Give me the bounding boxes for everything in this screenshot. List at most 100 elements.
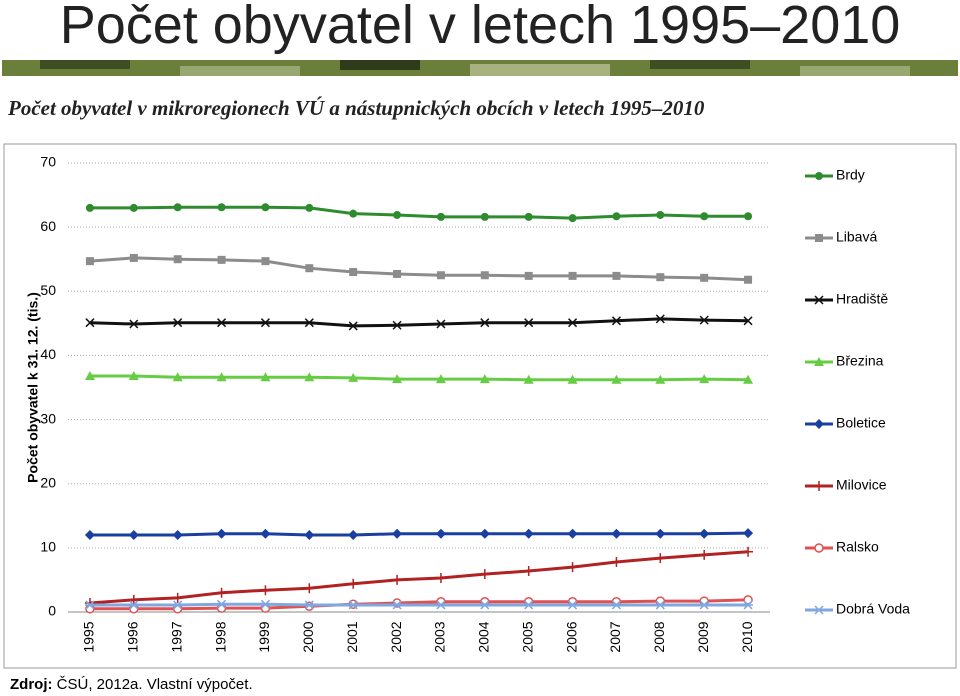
chart-frame (3, 143, 957, 669)
marker (814, 419, 824, 429)
marker (392, 600, 403, 610)
marker (744, 275, 753, 284)
marker (523, 565, 534, 576)
marker (128, 600, 139, 610)
marker (216, 528, 227, 539)
marker (611, 556, 622, 567)
marker (743, 528, 754, 539)
marker (699, 600, 710, 610)
x-tick-label: 1999 (256, 621, 272, 652)
marker (568, 271, 577, 280)
x-tick-label: 1996 (125, 621, 141, 652)
marker (85, 257, 94, 266)
marker (699, 315, 709, 325)
marker (128, 530, 139, 541)
marker (216, 587, 227, 598)
marker (656, 273, 665, 282)
marker (479, 374, 490, 384)
marker (524, 212, 533, 221)
x-tick-label: 2000 (300, 621, 316, 652)
marker (655, 314, 665, 324)
x-tick-label: 2008 (651, 621, 667, 652)
marker (260, 585, 271, 596)
x-tick-label: 2003 (432, 621, 448, 652)
marker (348, 321, 358, 331)
marker (348, 530, 359, 541)
marker (523, 374, 534, 384)
marker (479, 528, 490, 539)
title: Počet obyvatel v letech 1995–2010 (59, 0, 901, 55)
marker (85, 203, 94, 212)
marker (85, 318, 95, 328)
marker (173, 318, 183, 328)
y-axis-label: Počet obyvatel k 31. 12. (tis.) (25, 292, 41, 483)
marker (567, 600, 578, 610)
marker (304, 583, 315, 594)
marker (743, 316, 753, 326)
marker (128, 370, 139, 380)
marker (217, 318, 227, 328)
y-tick-label: 70 (40, 154, 56, 170)
source-label: Zdroj: (10, 676, 53, 693)
x-tick-label: 1998 (212, 621, 228, 652)
legend-label: Ralsko (836, 539, 879, 555)
marker (656, 210, 665, 219)
marker (655, 553, 666, 564)
legend-label: Dobrá Voda (836, 601, 910, 617)
x-tick-label: 2001 (344, 621, 360, 652)
chart: 0 10 20 30 40 50 60 70 1995 1996 1997 1998 1999 2000 2… (3, 143, 957, 669)
legend-label: Boletice (836, 415, 886, 431)
marker (815, 234, 823, 242)
marker (567, 562, 578, 573)
series-line (89, 602, 749, 607)
y-tick-label: 20 (40, 474, 56, 490)
marker (304, 372, 315, 382)
series-line (89, 317, 749, 328)
marker (304, 530, 315, 541)
subtitle: Počet obyvatel v mikroregionech VÚ a nás… (8, 96, 705, 120)
y-tick-label: 30 (40, 410, 56, 426)
marker (217, 203, 226, 212)
marker (261, 257, 270, 266)
marker (611, 528, 622, 539)
marker (567, 528, 578, 539)
marker (392, 574, 403, 585)
marker (480, 212, 489, 221)
legend-label: Milovice (836, 477, 887, 493)
x-tick-label: 2006 (563, 621, 579, 652)
marker (524, 271, 533, 280)
y-tick-label: 40 (40, 346, 56, 362)
marker (304, 318, 314, 328)
marker (523, 600, 534, 610)
marker (172, 600, 183, 610)
marker (348, 372, 359, 382)
marker (260, 372, 271, 382)
legend-label: Hradiště (836, 291, 888, 307)
marker (479, 600, 490, 610)
marker (348, 600, 359, 610)
marker (699, 374, 710, 384)
marker (217, 255, 226, 264)
marker (84, 530, 95, 541)
marker (435, 573, 446, 584)
marker (84, 370, 95, 380)
marker (611, 374, 622, 384)
marker (743, 374, 754, 384)
x-tick-label: 1995 (81, 621, 97, 652)
marker (349, 209, 358, 218)
marker (524, 318, 534, 328)
marker (655, 600, 666, 610)
marker (348, 578, 359, 589)
x-tick-label: 2002 (388, 621, 404, 652)
marker (612, 271, 621, 280)
marker (744, 212, 753, 221)
marker (567, 374, 578, 384)
marker (305, 264, 314, 273)
marker (392, 320, 402, 330)
marker (393, 269, 402, 278)
x-tick-label: 2004 (476, 621, 492, 652)
marker (743, 600, 754, 610)
marker (349, 268, 358, 277)
marker (743, 546, 754, 557)
marker (699, 549, 710, 560)
